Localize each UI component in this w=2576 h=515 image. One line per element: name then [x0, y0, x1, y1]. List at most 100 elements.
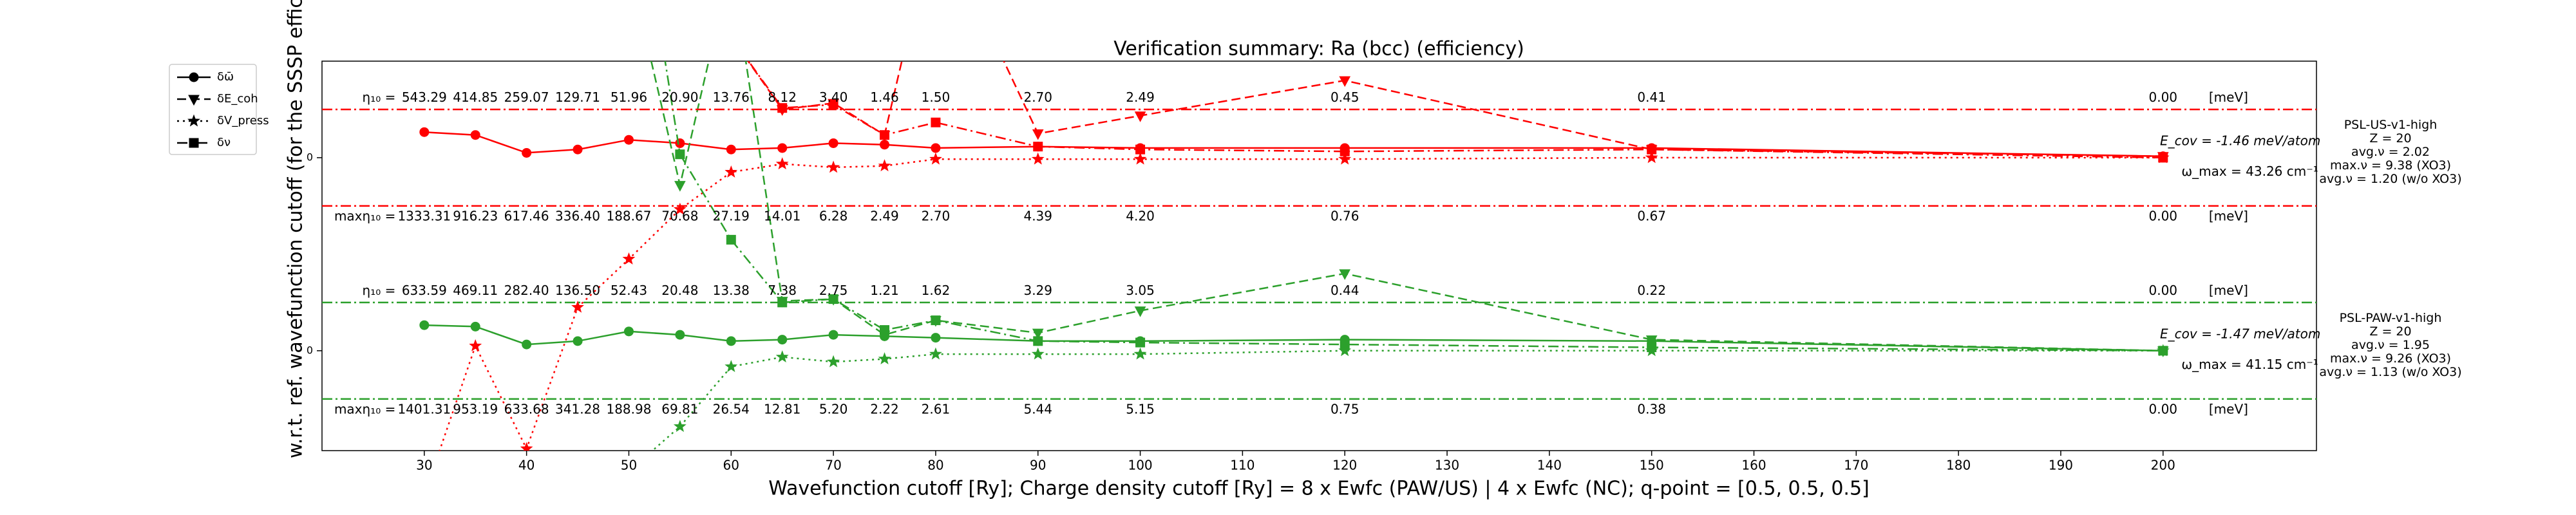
- annotation-value: 5.15: [1126, 402, 1155, 417]
- annotation-value: 2.70: [922, 209, 951, 224]
- legend-marker: [188, 95, 200, 106]
- pseudo-info: PSL-US-v1-high: [2344, 118, 2438, 132]
- annotation-value: 14.01: [764, 209, 800, 224]
- legend-label: δν: [217, 136, 231, 149]
- y-tick-label: 0: [307, 344, 313, 356]
- annotation-value: 8.12: [768, 89, 797, 105]
- annotation-value: 282.40: [504, 283, 549, 298]
- annotation-value: 13.38: [713, 283, 750, 298]
- x-tick-label: 200: [2151, 458, 2175, 473]
- annotation-value: 1333.31: [397, 209, 451, 224]
- marker-triangle: [1134, 111, 1146, 122]
- marker-star: [775, 350, 789, 362]
- annotation-value: 69.81: [661, 402, 698, 417]
- annotation-value: 70.68: [661, 209, 698, 224]
- legend-label: δE_coh: [217, 92, 258, 106]
- x-tick-label: 50: [621, 458, 637, 473]
- annotation-unit: [meV]: [2209, 89, 2248, 105]
- marker-triangle: [674, 181, 686, 192]
- marker-circle: [828, 138, 838, 148]
- annotation-value: 0.00: [2149, 402, 2178, 417]
- series-line: [424, 324, 2163, 352]
- annotation-value: 0.22: [1637, 283, 1666, 298]
- x-tick-label: 80: [927, 458, 943, 473]
- annotation-value: 26.54: [713, 402, 750, 417]
- marker-star: [724, 165, 738, 178]
- marker-circle: [828, 330, 838, 340]
- legend-box: [169, 64, 257, 155]
- marker-circle: [726, 144, 736, 154]
- annotation-value: 1.62: [922, 283, 951, 298]
- annotation-value: 916.23: [453, 209, 498, 224]
- marker-star: [724, 360, 738, 372]
- marker-circle: [726, 336, 736, 346]
- marker-triangle: [1645, 335, 1658, 346]
- marker-square: [2158, 346, 2168, 356]
- marker-triangle: [1339, 76, 1351, 88]
- marker-circle: [419, 320, 430, 330]
- annotation-value: 1.50: [922, 89, 951, 105]
- x-tick-label: 30: [416, 458, 432, 473]
- annotation-value: 469.11: [453, 283, 498, 298]
- annotation-value: 0.41: [1637, 89, 1666, 105]
- annotation-value: 188.98: [606, 402, 651, 417]
- x-tick-label: 140: [1537, 458, 1562, 473]
- annotation-value: 20.90: [661, 89, 698, 105]
- ecov-label: E_cov = -1.47 meV/atom: [2160, 326, 2320, 342]
- marker-star: [419, 490, 430, 500]
- marker-square: [726, 33, 735, 42]
- annotation-unit: [meV]: [2209, 283, 2248, 298]
- legend-marker: [189, 138, 199, 148]
- marker-square: [880, 130, 890, 140]
- x-tick-label: 90: [1030, 458, 1046, 473]
- marker-star: [1031, 152, 1045, 165]
- legend-label: δV_press: [217, 114, 269, 127]
- annotation-value: 259.07: [504, 89, 549, 105]
- marker-square: [828, 294, 838, 304]
- annotation-value: 129.71: [555, 89, 600, 105]
- marker-square: [2158, 153, 2168, 163]
- annotation-value: 3.05: [1126, 283, 1155, 298]
- annotation-value: 188.67: [606, 209, 651, 224]
- annotation-value: 0.75: [1331, 402, 1359, 417]
- marker-star: [1031, 347, 1045, 360]
- marker-triangle: [1032, 129, 1044, 140]
- marker-square: [880, 325, 890, 335]
- annotation-value: 7.38: [768, 283, 797, 298]
- marker-triangle: [726, 33, 736, 43]
- x-tick-label: 180: [1946, 458, 1971, 473]
- annotation-value: 953.19: [453, 402, 498, 417]
- annotation-value: 3.40: [819, 89, 848, 105]
- series-line: [424, 131, 2163, 157]
- marker-circle: [623, 326, 634, 337]
- x-tick-label: 60: [723, 458, 739, 473]
- annotation-value: 13.76: [713, 89, 750, 105]
- omega-max-label: ω_max = 41.15 cm⁻¹: [2181, 357, 2318, 372]
- annotation-value: 0.44: [1331, 283, 1359, 298]
- annotation-value: 4.20: [1126, 209, 1155, 224]
- annotation-value: 136.50: [555, 283, 600, 298]
- y-axis-label: w.r.t. ref. wavefunction cutoff (for the…: [285, 0, 307, 458]
- marker-circle: [470, 130, 480, 140]
- x-tick-label: 130: [1435, 458, 1459, 473]
- marker-circle: [777, 335, 788, 345]
- data-layer: [419, 8, 2170, 500]
- marker-star: [775, 157, 789, 170]
- marker-circle: [419, 127, 430, 137]
- annotation-value: 4.39: [1023, 209, 1052, 224]
- marker-square: [676, 8, 685, 17]
- series-line: [439, 156, 2163, 451]
- plot-frame: [321, 61, 2317, 451]
- annotation-value: 12.81: [764, 402, 800, 417]
- annotation-value: 633.59: [402, 283, 447, 298]
- marker-triangle: [1134, 306, 1146, 317]
- annotation-value: 617.46: [504, 209, 549, 224]
- marker-square: [777, 103, 788, 113]
- legend-marker: [187, 114, 200, 127]
- annotation-value: 2.61: [922, 402, 951, 417]
- x-tick-label: 120: [1332, 458, 1357, 473]
- pseudo-info: Z = 20: [2369, 324, 2411, 339]
- marker-star: [1338, 152, 1352, 165]
